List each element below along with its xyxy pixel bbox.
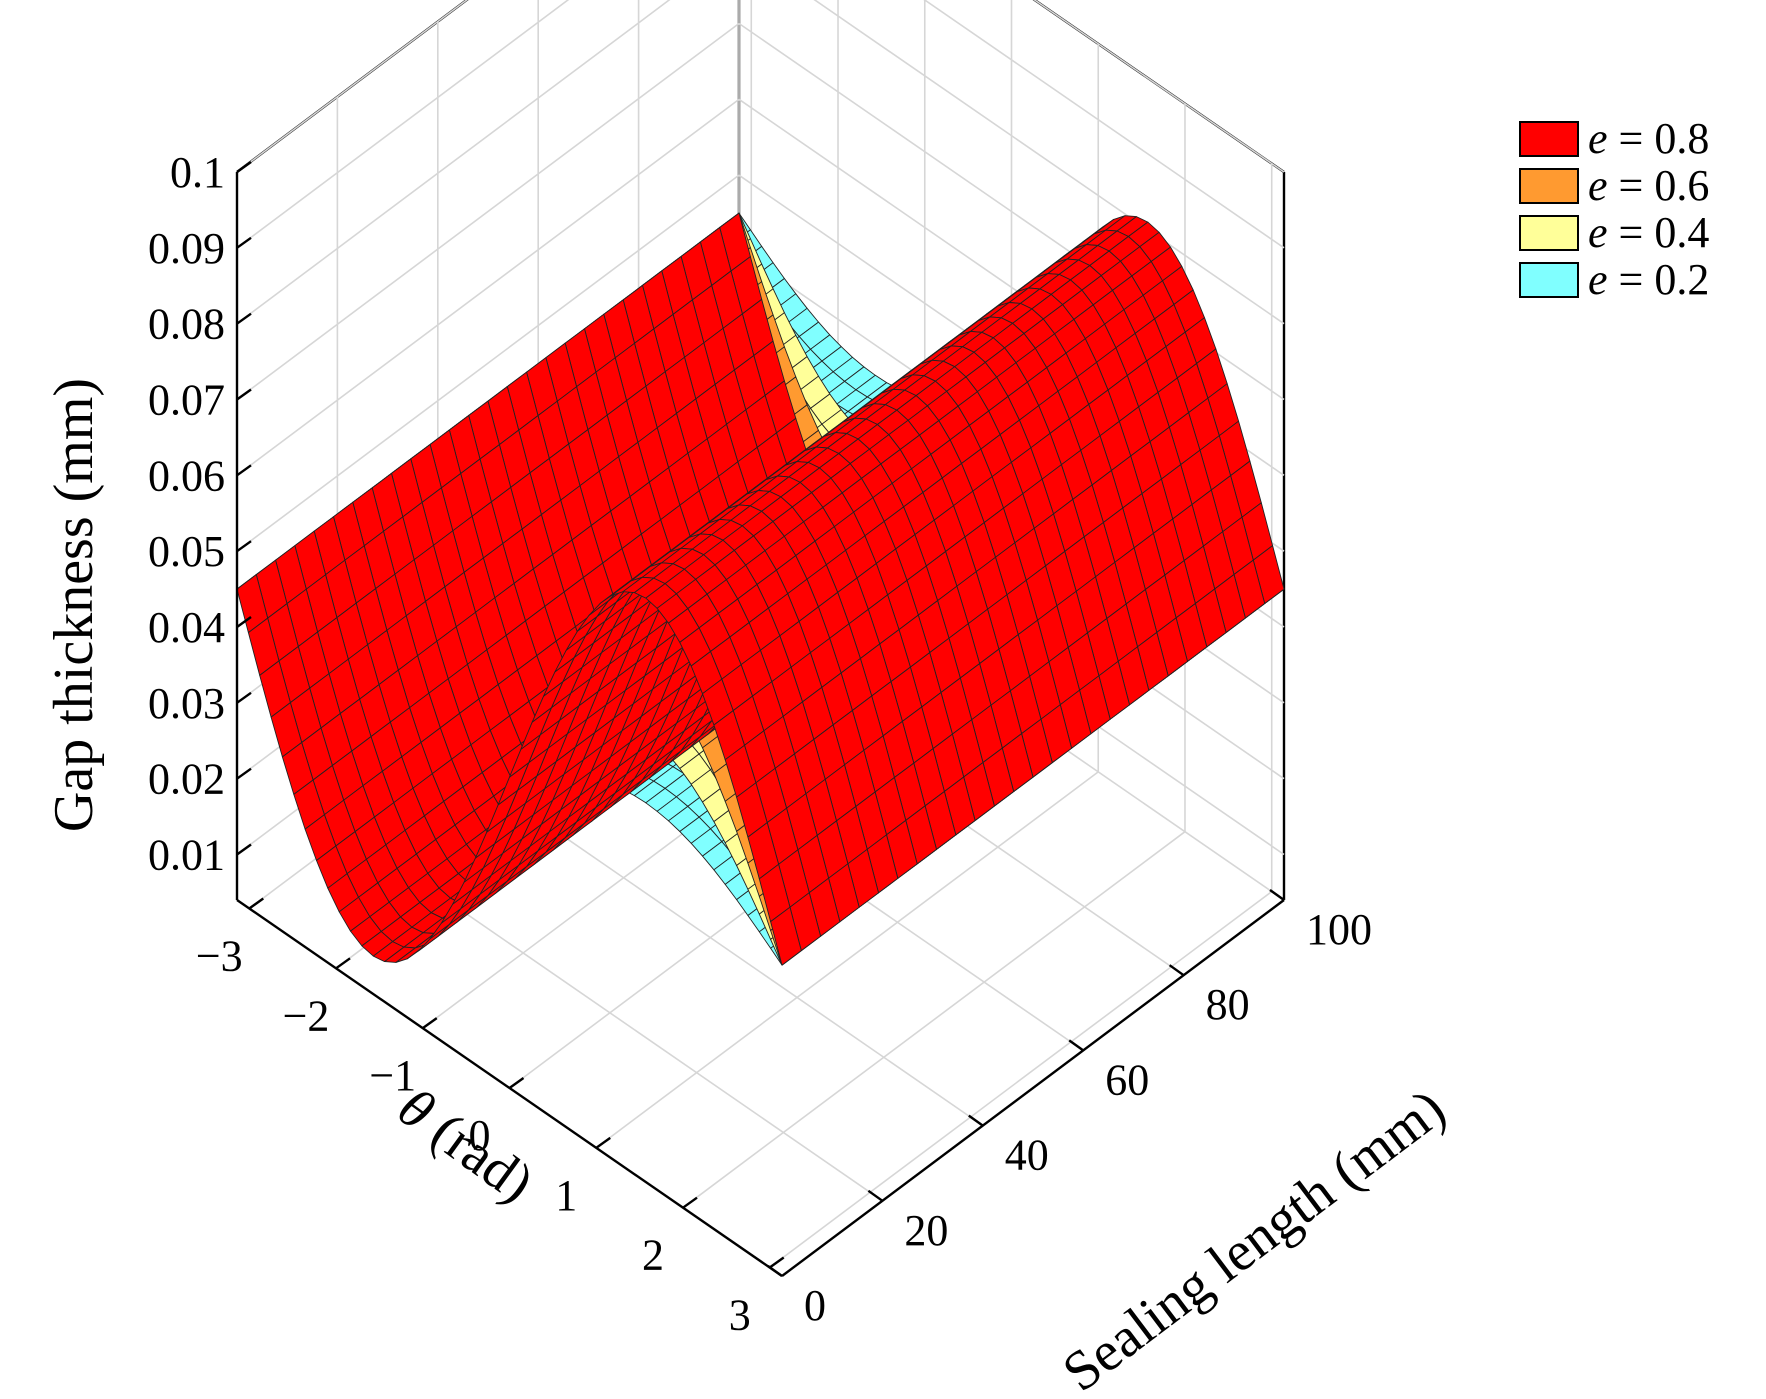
theta-gridline	[595, 771, 1099, 1149]
z-gridline	[236, 98, 740, 476]
theta-gridline	[769, 890, 1273, 1269]
z-gridline	[1033, 0, 1285, 173]
z-gridline	[236, 174, 740, 552]
surface-e-0-8	[236, 212, 1285, 966]
z-gridline	[236, 0, 570, 249]
z-gridline	[236, 22, 740, 401]
z-gridline	[236, 0, 671, 325]
theta-gridline	[682, 831, 1186, 1209]
z-gridline	[236, 0, 468, 173]
surfaces	[236, 212, 1285, 966]
